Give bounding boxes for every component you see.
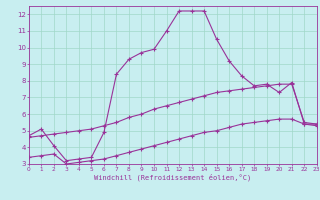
X-axis label: Windchill (Refroidissement éolien,°C): Windchill (Refroidissement éolien,°C): [94, 173, 252, 181]
